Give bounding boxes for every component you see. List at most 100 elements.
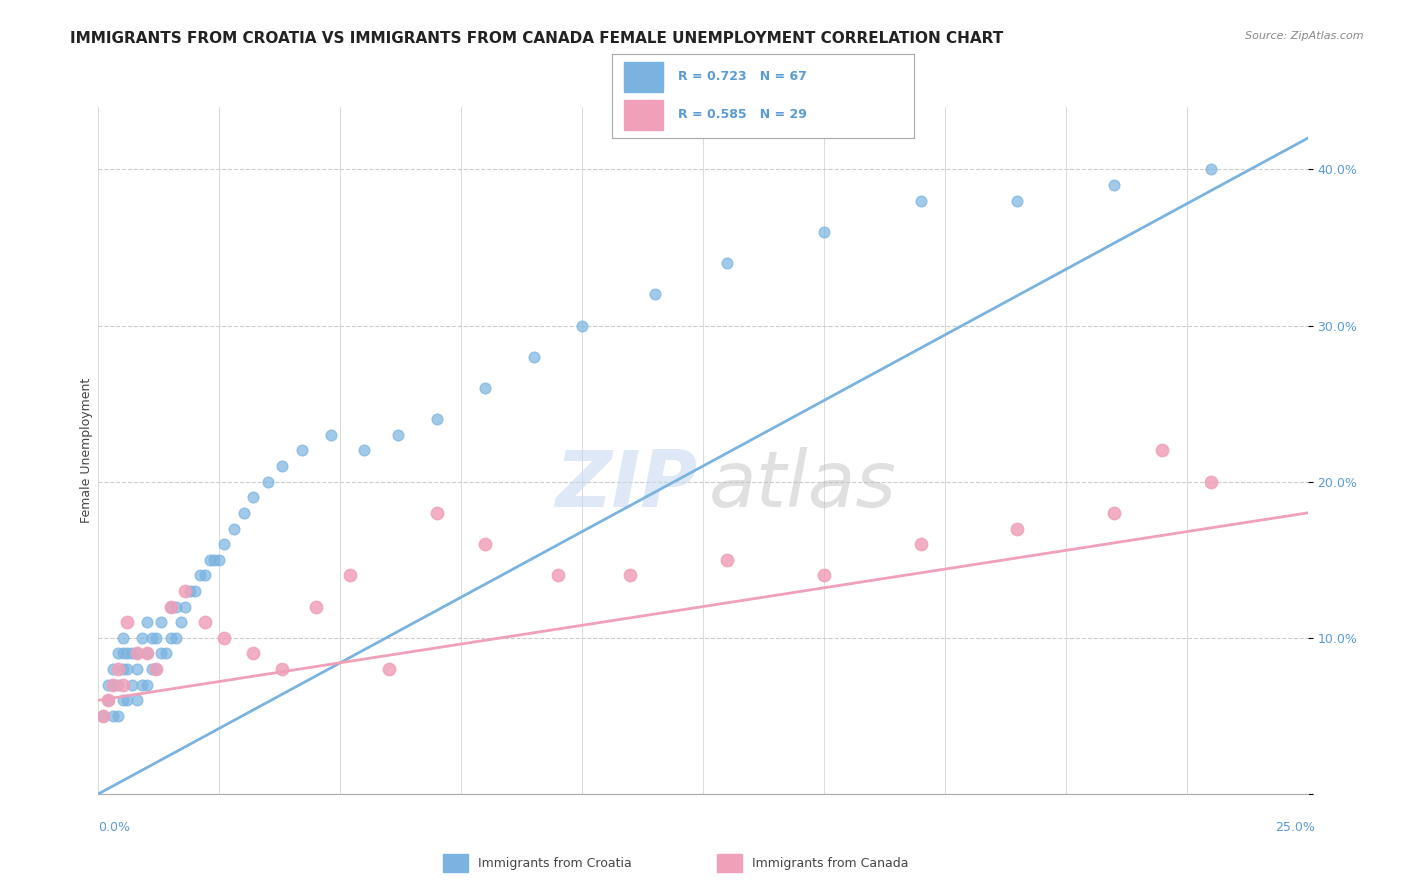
Point: [165, 599, 187, 614]
Point: [135, 678, 157, 692]
Point: [523, 350, 546, 364]
Point: [198, 552, 221, 567]
Point: [127, 646, 149, 660]
Point: [117, 693, 139, 707]
Point: [387, 427, 409, 442]
Point: [377, 662, 399, 676]
Point: [910, 537, 932, 551]
Point: [353, 443, 375, 458]
Point: [1007, 521, 1029, 535]
Point: [97, 693, 120, 707]
Point: [107, 646, 129, 660]
Text: IMMIGRANTS FROM CROATIA VS IMMIGRANTS FROM CANADA FEMALE UNEMPLOYMENT CORRELATIO: IMMIGRANTS FROM CROATIA VS IMMIGRANTS FR…: [70, 31, 1004, 46]
Point: [716, 552, 738, 567]
Point: [145, 631, 167, 645]
Point: [91, 708, 114, 723]
Bar: [717, 855, 742, 871]
Point: [271, 662, 294, 676]
Point: [212, 631, 235, 645]
Point: [339, 568, 361, 582]
Point: [194, 568, 217, 582]
Point: [135, 615, 157, 630]
Point: [145, 662, 167, 676]
Point: [184, 583, 207, 598]
Point: [111, 693, 134, 707]
Point: [194, 615, 217, 630]
Text: atlas: atlas: [709, 447, 897, 523]
Point: [169, 615, 191, 630]
Text: R = 0.585   N = 29: R = 0.585 N = 29: [678, 108, 807, 121]
Point: [1102, 178, 1125, 192]
Point: [91, 708, 114, 723]
Point: [319, 427, 342, 442]
Point: [145, 662, 167, 676]
Bar: [624, 100, 664, 130]
Point: [107, 678, 129, 692]
Bar: [443, 855, 468, 871]
Point: [127, 646, 149, 660]
Point: [305, 599, 328, 614]
Point: [121, 646, 143, 660]
Point: [222, 521, 245, 535]
Point: [242, 646, 264, 660]
Text: 25.0%: 25.0%: [1275, 822, 1315, 834]
Point: [127, 693, 149, 707]
Point: [165, 631, 187, 645]
Point: [141, 662, 163, 676]
Point: [547, 568, 569, 582]
Point: [97, 678, 120, 692]
Point: [474, 537, 496, 551]
Point: [208, 552, 231, 567]
Point: [101, 708, 124, 723]
Point: [571, 318, 593, 333]
Point: [188, 568, 211, 582]
Point: [813, 568, 835, 582]
Point: [256, 475, 278, 489]
Point: [127, 662, 149, 676]
Point: [174, 583, 197, 598]
Point: [426, 412, 449, 426]
Point: [212, 537, 235, 551]
Point: [232, 506, 254, 520]
Point: [111, 631, 134, 645]
Point: [101, 662, 124, 676]
Point: [150, 615, 173, 630]
Point: [117, 646, 139, 660]
Point: [101, 678, 124, 692]
Point: [135, 646, 157, 660]
Point: [910, 194, 932, 208]
Point: [111, 646, 134, 660]
Point: [474, 381, 496, 395]
Point: [117, 615, 139, 630]
Point: [150, 646, 173, 660]
Point: [813, 225, 835, 239]
Point: [111, 678, 134, 692]
Point: [174, 599, 197, 614]
Point: [107, 708, 129, 723]
Text: Source: ZipAtlas.com: Source: ZipAtlas.com: [1246, 31, 1364, 41]
Point: [1152, 443, 1174, 458]
Text: R = 0.723   N = 67: R = 0.723 N = 67: [678, 70, 807, 83]
Point: [135, 646, 157, 660]
Point: [242, 490, 264, 504]
Point: [101, 678, 124, 692]
Point: [131, 678, 153, 692]
Point: [716, 256, 738, 270]
Point: [204, 552, 226, 567]
Point: [644, 287, 666, 301]
Point: [160, 599, 183, 614]
Point: [1199, 475, 1222, 489]
Text: Immigrants from Canada: Immigrants from Canada: [752, 856, 908, 870]
Point: [141, 631, 163, 645]
Point: [160, 599, 183, 614]
Point: [111, 662, 134, 676]
Point: [121, 678, 143, 692]
Point: [1199, 162, 1222, 177]
Point: [426, 506, 449, 520]
Point: [179, 583, 201, 598]
Text: 0.0%: 0.0%: [98, 822, 131, 834]
Point: [1007, 194, 1029, 208]
Point: [97, 693, 120, 707]
Point: [290, 443, 312, 458]
Point: [155, 646, 177, 660]
